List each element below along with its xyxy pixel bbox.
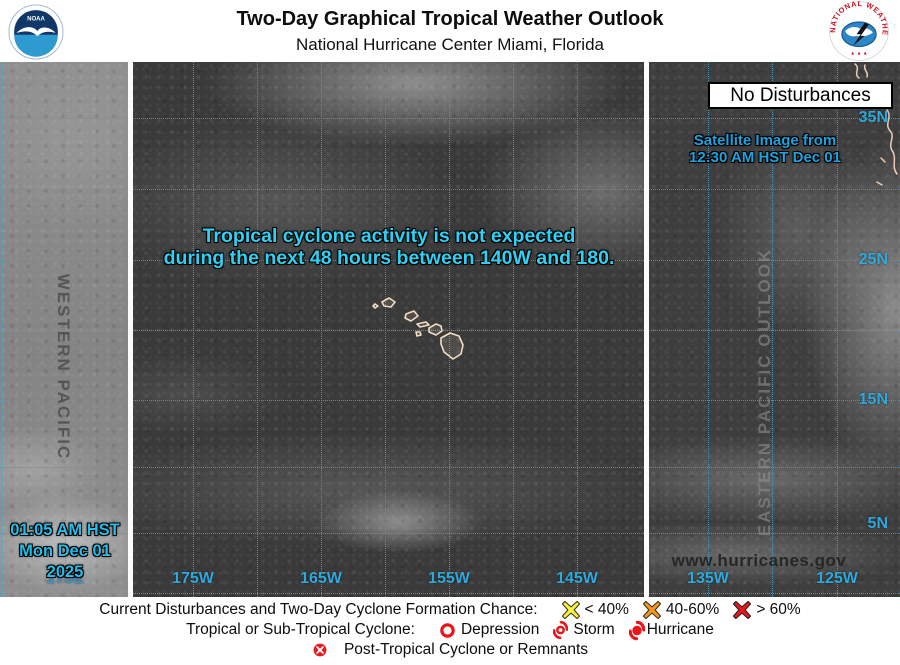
hurricane-icon <box>628 620 645 640</box>
region-label-western-pacific: WESTERN PACIFIC <box>54 273 73 461</box>
legend-row-cyclone-types: Tropical or Sub-Tropical Cyclone: Depres… <box>0 620 900 640</box>
gridline-5n <box>0 533 900 534</box>
gt60-label: > 60% <box>756 601 801 618</box>
lon-label-135w: 135W <box>687 570 729 587</box>
gridline-135w <box>708 62 709 597</box>
satellite-caption: Satellite Image from 12:30 AM HST Dec 01 <box>640 132 890 166</box>
post-tropical-label: Post-Tropical Cyclone or Remnants <box>343 641 589 658</box>
hurricane-label: Hurricane <box>646 621 714 638</box>
legend-item-post-tropical: Post-Tropical Cyclone or Remnants <box>312 641 588 659</box>
lat-label-5n: 5N <box>867 515 888 532</box>
legend-item-lt40: < 40% <box>561 601 629 619</box>
outlook-message-line2: during the next 48 hours between 140W an… <box>163 247 615 269</box>
cyclone-type-label: Tropical or Sub-Tropical Cyclone: <box>186 621 415 638</box>
gridline-20n <box>0 330 900 331</box>
legend-row-formation-chance: Current Disturbances and Two-Day Cyclone… <box>0 600 900 620</box>
gridline-15n <box>0 400 900 401</box>
mid-chance-label: 40-60% <box>665 601 720 618</box>
noaa-logo-text: NOAA <box>27 16 45 22</box>
legend-item-depression: Depression <box>439 621 539 639</box>
lon-label-125w: 125W <box>816 570 858 587</box>
legend-item-hurricane: Hurricane <box>628 620 714 641</box>
nws-logo-stars: ▲ ▲ ▲ <box>850 52 867 57</box>
gridline-0n <box>0 593 900 594</box>
satellite-map: 35N 25N 15N 5N 175E 175W 165W 155W 145W … <box>0 62 900 597</box>
header: NOAA Two-Day Graphical Tropical Weather … <box>0 0 900 62</box>
lat-label-25n: 25N <box>858 251 888 268</box>
gridline-10n <box>0 467 900 468</box>
gridline-130w <box>772 62 773 597</box>
lon-label-145w: 145W <box>556 570 598 587</box>
lat-label-35n: 35N <box>858 109 888 126</box>
gridline-155w <box>449 62 450 597</box>
satellite-caption-line2: 12:30 AM HST Dec 01 <box>688 149 841 166</box>
gridline-150w <box>513 62 514 597</box>
gridline-30n <box>0 189 900 190</box>
issuance-timestamp: 01:05 AM HST Mon Dec 01 2025 <box>0 520 130 583</box>
panel-divider-140w <box>644 62 649 597</box>
gridline-25n <box>0 260 900 261</box>
gridline-165w <box>321 62 322 597</box>
region-label-eastern-pacific-outlook: EASTERN PACIFIC OUTLOOK <box>755 247 774 537</box>
gridline-170w <box>257 62 258 597</box>
outlook-message-line1: Tropical cyclone activity is not expecte… <box>202 225 576 247</box>
x-mark-red-icon <box>733 601 752 619</box>
post-tropical-icon <box>313 643 327 657</box>
legend: Current Disturbances and Two-Day Cyclone… <box>0 597 900 665</box>
timestamp-line2: Mon Dec 01 2025 <box>19 542 111 581</box>
gridline-160w <box>385 62 386 597</box>
x-mark-yellow-icon <box>561 601 580 619</box>
gridline-175w <box>193 62 194 597</box>
gridline-35n <box>0 118 900 119</box>
timestamp-line1: 01:05 AM HST <box>10 521 120 539</box>
lon-label-165w: 165W <box>300 570 342 587</box>
lon-label-155w: 155W <box>428 570 470 587</box>
depression-circle-icon <box>440 622 455 638</box>
satellite-caption-line1: Satellite Image from <box>693 132 837 149</box>
gridline-145w <box>577 62 578 597</box>
gridline-lon <box>2 62 3 597</box>
nws-logo-icon: NATIONAL WEATHER SERVICE ▲ ▲ ▲ <box>825 0 889 61</box>
legend-item-gt60: > 60% <box>733 601 801 619</box>
page-title: Two-Day Graphical Tropical Weather Outlo… <box>236 8 664 30</box>
outlook-message: Tropical cyclone activity is not expecte… <box>128 225 650 269</box>
lat-label-15n: 15N <box>858 391 888 408</box>
lon-label-175e: 175E <box>46 570 84 587</box>
gridline-125w <box>837 62 838 597</box>
x-mark-orange-icon <box>642 601 661 619</box>
formation-chance-label: Current Disturbances and Two-Day Cyclone… <box>99 601 538 618</box>
legend-item-40-60: 40-60% <box>642 601 720 619</box>
lon-label-175w: 175W <box>172 570 214 587</box>
legend-row-post-tropical: Post-Tropical Cyclone or Remnants <box>0 640 900 660</box>
western-pacific-panel <box>0 62 128 597</box>
gridline-175e <box>65 62 66 597</box>
website-watermark: www.hurricanes.gov <box>671 551 847 570</box>
central-pacific-panel <box>133 62 644 597</box>
noaa-logo-icon: NOAA <box>8 4 64 60</box>
storm-icon <box>553 620 569 640</box>
no-disturbances-box: No Disturbances <box>708 82 893 109</box>
legend-item-storm: Storm <box>553 620 615 640</box>
panel-divider-180 <box>128 62 133 597</box>
page-subtitle: National Hurricane Center Miami, Florida <box>295 35 604 54</box>
storm-label: Storm <box>573 621 615 638</box>
lt40-label: < 40% <box>584 601 629 618</box>
eastern-pacific-panel <box>649 62 900 597</box>
depression-label: Depression <box>460 621 540 638</box>
